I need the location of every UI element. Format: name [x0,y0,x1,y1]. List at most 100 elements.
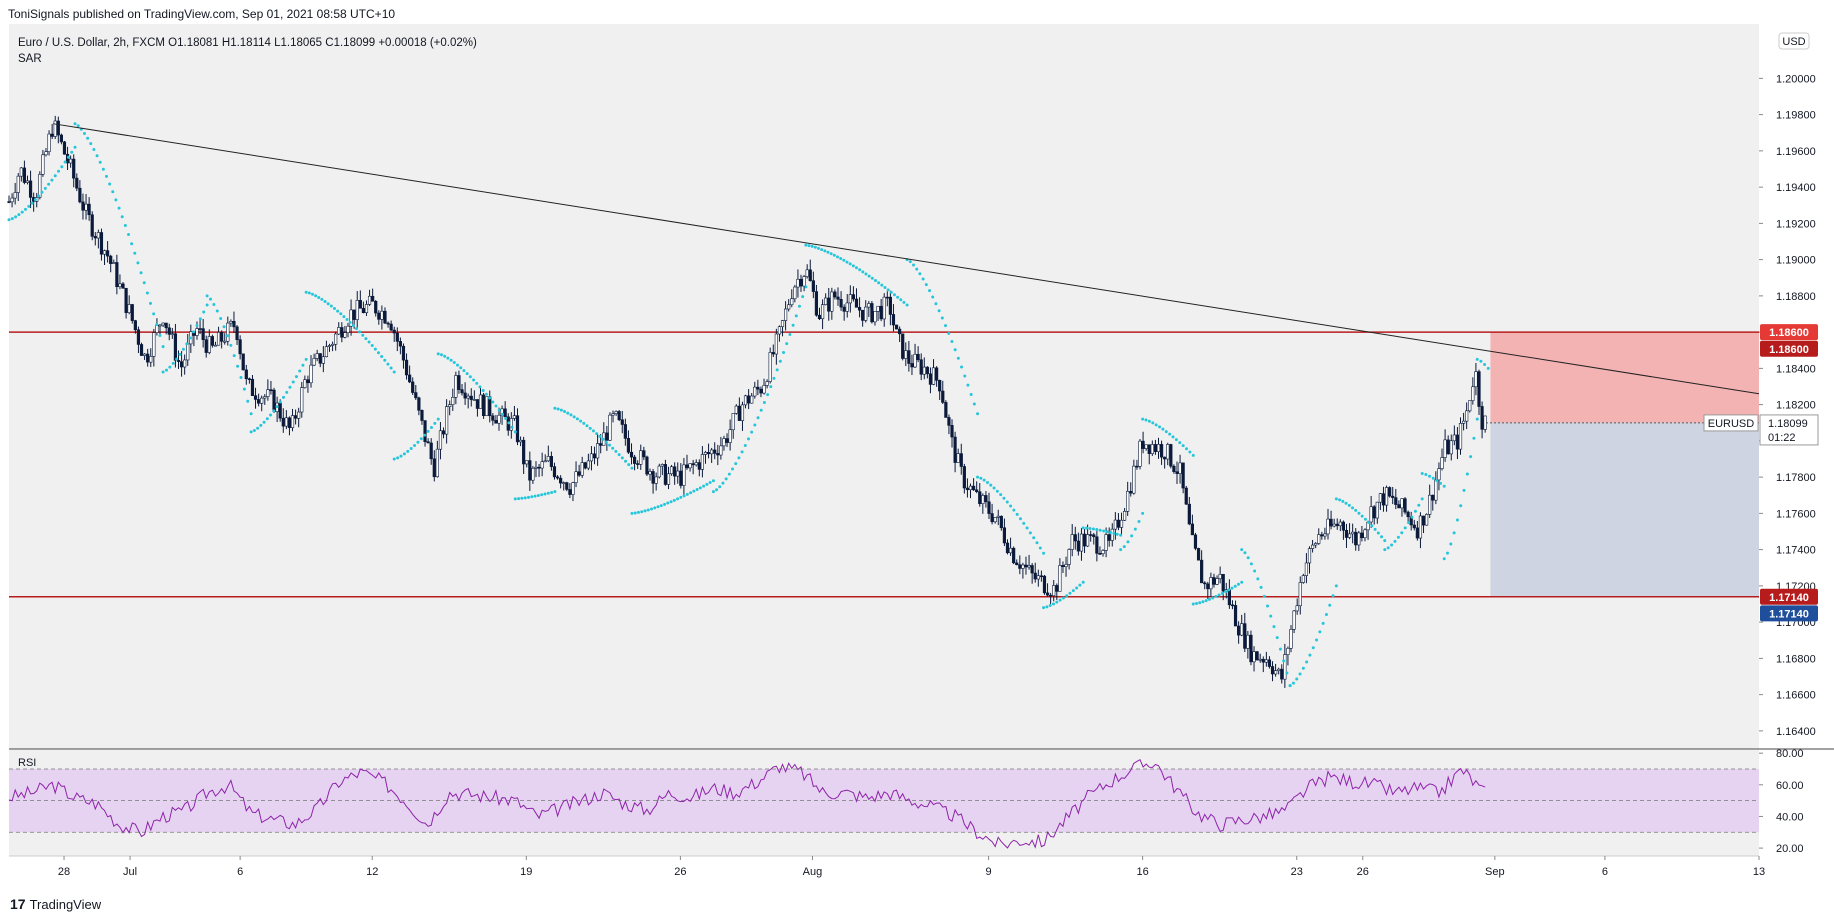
sar-dot [208,297,212,301]
sar-dot [66,155,70,159]
sar-dot [650,507,654,511]
sar-dot [823,249,827,253]
tradingview-footer[interactable]: 17 TradingView [10,896,101,912]
sar-dot [386,362,390,366]
sar-dot [1185,447,1189,451]
candle-body [389,323,393,331]
candle-body [713,449,717,454]
candle-body [648,471,652,475]
sar-dot [1137,520,1141,524]
sar-dot [205,303,209,307]
candle-body [115,262,119,288]
candle-body [371,295,375,302]
candle-body [765,381,769,386]
candle-body [854,298,859,308]
sar-dot [222,325,226,329]
sar-dot [724,477,728,481]
sar-dot [168,365,172,369]
time-axis[interactable]: 28 Jul 6 12 19 26 Aug 9 16 23 26 Sep 6 13 [58,856,1765,878]
sar-dot [1400,531,1404,535]
candle-body [204,339,208,353]
candle-body [660,464,664,467]
trendline[interactable] [52,123,1760,395]
sar-dot [1204,599,1208,603]
sar-dot [1061,596,1065,600]
sar-dot [633,511,637,515]
candle-body [469,395,473,400]
sar-dot [1119,548,1123,552]
sar-dot [772,376,776,380]
brand-name: TradingView [29,896,102,912]
candle-body [904,350,908,359]
candle-body [155,324,159,333]
sar-dot [145,291,149,295]
candle-body [747,395,751,404]
candle-body [1150,444,1154,454]
sar-dot [1078,583,1082,587]
candle-body [1264,659,1268,663]
candle-body [334,333,338,345]
sar-dot [1483,362,1487,366]
candle-body [913,353,917,368]
sar-dot [1201,600,1205,604]
candle-body [445,406,449,435]
candle-body [586,460,590,469]
sar-dot [813,245,817,249]
candle-body [124,287,128,313]
horizontal-levels[interactable] [9,331,1759,598]
sar-dot [413,443,417,447]
sar-dot [999,493,1003,497]
chart-canvas[interactable]: Euro / U.S. Dollar, 2h, FXCM O1.18081 H1… [0,24,1834,890]
sar-dot [1469,455,1473,459]
sar-dot [1455,518,1459,522]
currency-box[interactable] [1778,32,1810,50]
sar-dot [291,380,295,384]
candle-body [716,453,720,456]
sar-dot [614,449,618,453]
sar-dot [899,298,903,302]
position-zone[interactable] [1490,332,1759,597]
candle-body [1209,577,1213,590]
candle-body [1403,498,1407,513]
candle-body [235,326,239,341]
sar-dot [794,314,798,318]
sar-dot [342,315,346,319]
sar-dot [47,182,51,186]
sar-dot [617,453,621,457]
candle-body [839,299,843,308]
sar-dot [332,307,336,311]
candle-body [666,473,671,485]
sar-dot [1475,417,1479,421]
candle-body [72,158,76,179]
sar-dot [1042,551,1046,555]
sar-dot [161,370,165,374]
candle-body [944,402,948,418]
sar-dot [992,486,996,490]
candle-body [549,456,553,467]
candle-body [589,453,594,462]
sar-dot [1442,484,1446,488]
candle-body [158,324,162,327]
sar-dot [1051,602,1055,606]
candle-body [1215,578,1219,585]
sar-dot [1240,580,1244,584]
candle-body [475,399,480,409]
sar-dot [1088,527,1092,531]
price-tick-label: 1.18400 [1776,363,1816,375]
candle-body [901,333,905,359]
sar-dot [753,423,757,427]
time-tick-label: 23 [1291,866,1303,878]
candle-body [1317,534,1321,544]
sar-dot [1376,531,1380,535]
sar-dot [494,404,498,408]
sar-dot [101,167,105,171]
candle-body [423,420,427,442]
sar-dot [478,385,482,389]
candle-body [1184,487,1188,505]
candle-body [682,464,686,486]
candle-body [925,366,929,375]
sar-dot [569,413,573,417]
candle-body [210,336,214,346]
sar-dot [636,510,640,514]
sar-dot [89,142,93,146]
